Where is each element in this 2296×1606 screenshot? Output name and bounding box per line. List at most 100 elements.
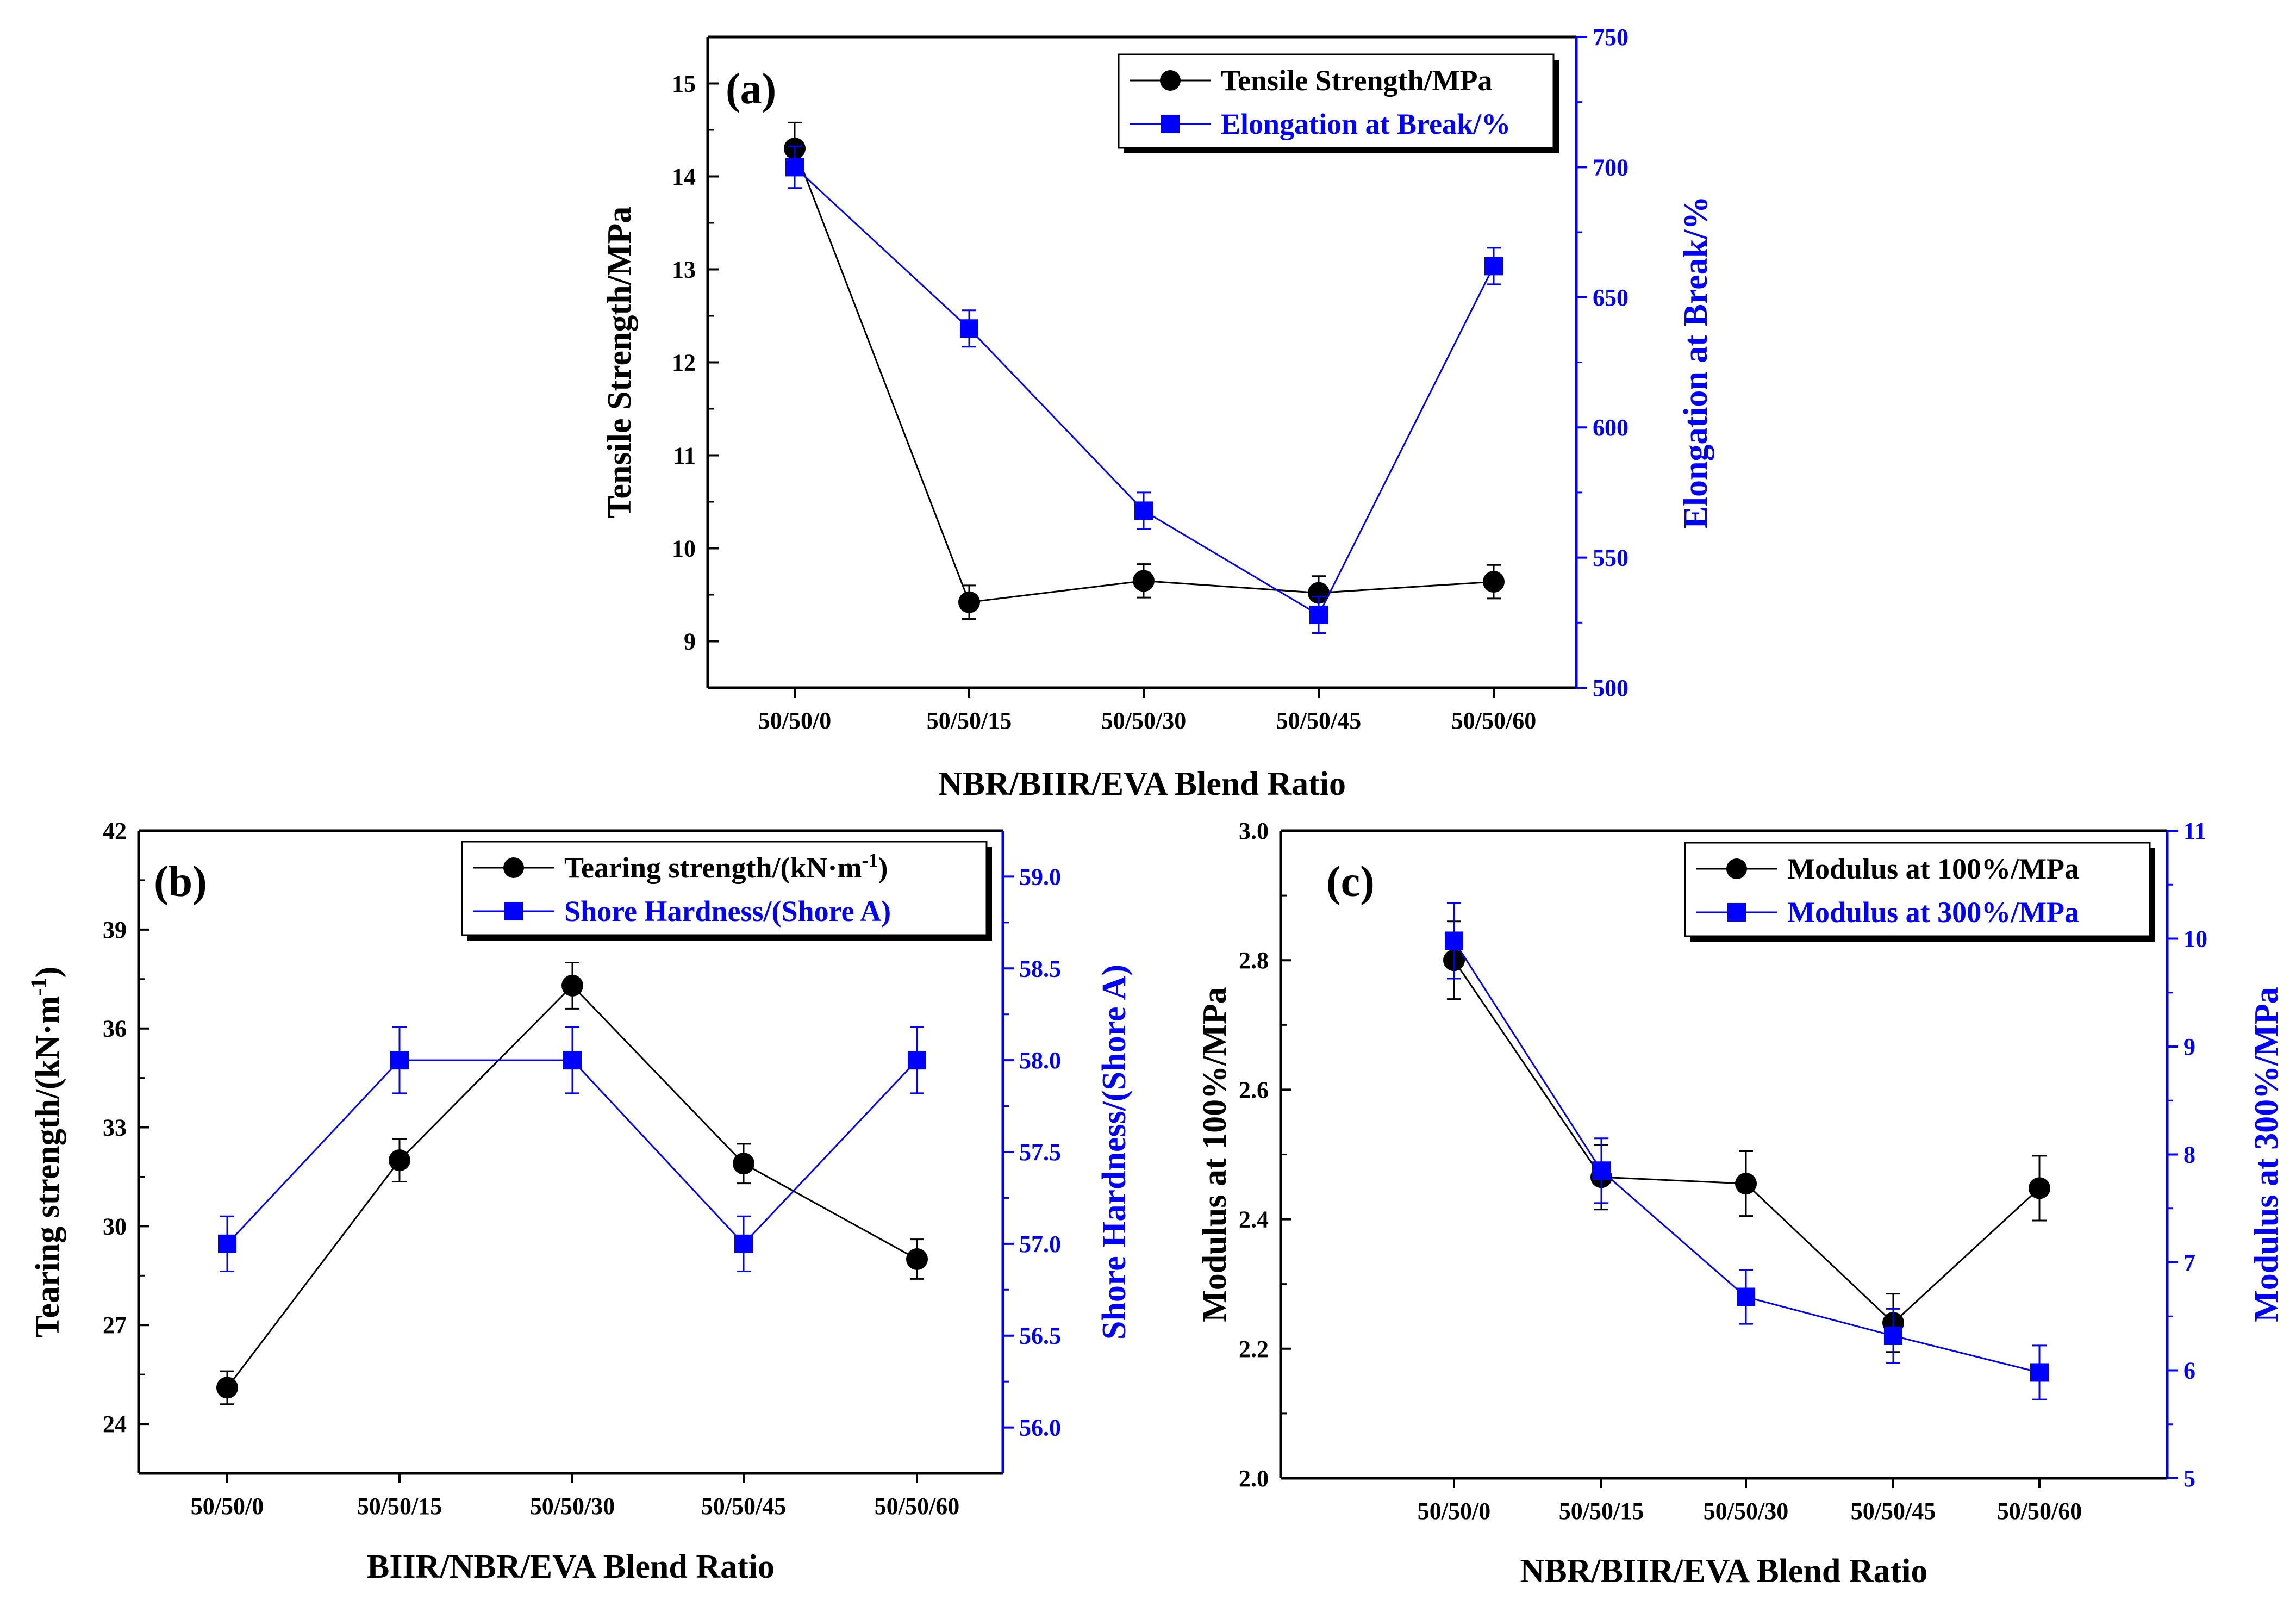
x-axis-title: BIIR/NBR/EVA Blend Ratio <box>367 1548 775 1585</box>
chart-panel-3: 2.0 2.2 2.4 2.6 2.8 3.0 5 6 7 8 9 10 11 50/50/0 50/50/… <box>1196 818 2285 1590</box>
left-axis-title: Modulus at 100%/MPa <box>1196 987 1233 1322</box>
right-tick-label: 650 <box>1593 284 1629 311</box>
x-tick-label: 50/50/60 <box>875 1493 959 1520</box>
chart-panel-1: 9 10 11 12 13 14 15 500 550 600 650 700 750 50/50/0 50… <box>601 24 1714 802</box>
left-tick-label: 3.0 <box>1239 818 1269 844</box>
left-tick-label: 27 <box>103 1312 127 1339</box>
legend-box <box>461 841 988 936</box>
right-tick-label: 59.0 <box>1019 863 1061 890</box>
left-tick-label: 15 <box>672 71 696 97</box>
series-1 <box>784 121 1505 620</box>
x-tick-label: 50/50/0 <box>1418 1498 1490 1524</box>
data-point <box>561 974 583 997</box>
left-tick-label: 24 <box>103 1411 127 1437</box>
series-2 <box>785 145 1503 634</box>
series-line <box>794 166 1495 617</box>
legend-marker <box>1160 70 1181 91</box>
right-axis-title: Elongation at Break/% <box>1677 196 1714 528</box>
left-tick-label: 39 <box>103 917 127 943</box>
data-point <box>785 158 804 177</box>
x-axis-title: NBR/BIIR/EVA Blend Ratio <box>938 765 1346 802</box>
data-point <box>958 591 980 613</box>
x-tick-label: 50/50/60 <box>1451 707 1536 734</box>
data-point <box>733 1153 754 1175</box>
legend-marker <box>1161 115 1180 133</box>
legend-marker <box>1726 858 1747 879</box>
x-tick-label: 50/50/15 <box>927 707 1012 734</box>
left-tick-label: 13 <box>672 257 696 283</box>
left-tick-label: 36 <box>103 1016 127 1042</box>
right-tick-label: 58.5 <box>1019 955 1061 982</box>
legend-label: Tensile Strength/MPa <box>1221 64 1493 97</box>
series-1 <box>216 961 928 1405</box>
left-axis-title: Tensile Strength/MPa <box>601 207 638 519</box>
data-point <box>216 1377 238 1399</box>
legend-label: Tearing strength/(kN·m-1) <box>564 849 888 884</box>
legend-label: Modulus at 100%/MPa <box>1787 852 2079 885</box>
legend: Modulus at 100%/MPa Modulus at 300%/MPa <box>1684 842 2155 942</box>
data-point <box>1134 501 1153 520</box>
legend-label: Elongation at Break/% <box>1221 108 1511 140</box>
right-tick-label: 56.0 <box>1019 1415 1061 1441</box>
right-tick-label: 5 <box>2183 1465 2195 1492</box>
left-tick-label: 2.2 <box>1239 1336 1269 1362</box>
data-point <box>1133 570 1155 592</box>
series-line <box>1453 960 2041 1324</box>
legend-box <box>1684 842 2151 937</box>
data-point <box>1309 605 1328 624</box>
chart-panel-2: 24 27 30 33 36 39 42 56.0 56.5 57.0 57.5 58.0 58.5 59… <box>26 818 1133 1585</box>
data-point <box>960 319 978 338</box>
x-tick-label: 50/50/30 <box>1704 1498 1788 1524</box>
x-tick-label: 50/50/30 <box>530 1493 615 1520</box>
data-point <box>2029 1177 2050 1199</box>
legend-marker <box>504 902 523 920</box>
x-tick-label: 50/50/0 <box>758 707 831 734</box>
right-tick-label: 11 <box>2183 818 2206 844</box>
left-tick-label: 33 <box>103 1115 127 1141</box>
x-tick-label: 50/50/60 <box>1997 1498 2082 1524</box>
data-point <box>1592 1161 1611 1180</box>
data-point <box>1735 1173 1757 1195</box>
legend-label: Shore Hardness/(Shore A) <box>564 895 891 928</box>
left-tick-label: 10 <box>672 536 696 562</box>
left-tick-label: 2.8 <box>1239 947 1269 974</box>
left-tick-label: 2.4 <box>1239 1206 1269 1233</box>
legend-label: Modulus at 300%/MPa <box>1787 896 2079 929</box>
x-tick-label: 50/50/45 <box>1276 707 1361 734</box>
legend-box <box>1118 53 1555 149</box>
right-tick-label: 600 <box>1593 414 1629 441</box>
right-tick-label: 550 <box>1593 545 1629 571</box>
right-tick-label: 500 <box>1593 675 1629 701</box>
series-line <box>794 148 1494 603</box>
data-point <box>908 1051 926 1070</box>
data-point <box>563 1051 582 1070</box>
series-2 <box>1445 902 2049 1400</box>
left-tick-label: 11 <box>673 443 696 469</box>
panel-label: (c) <box>1326 858 1375 906</box>
data-point <box>1884 1326 1902 1345</box>
right-tick-label: 10 <box>2183 926 2207 953</box>
data-point <box>1483 571 1505 593</box>
data-point <box>1737 1287 1755 1306</box>
panel-label: (a) <box>726 65 776 113</box>
x-tick-label: 50/50/45 <box>1851 1498 1936 1524</box>
data-point <box>1445 931 1463 950</box>
right-axis-title: Modulus at 300%/MPa <box>2248 987 2285 1322</box>
right-tick-label: 8 <box>2183 1142 2195 1168</box>
legend-marker <box>1727 903 1746 922</box>
data-point <box>218 1234 236 1253</box>
x-tick-label: 50/50/15 <box>357 1493 442 1520</box>
data-point <box>389 1149 410 1172</box>
right-tick-label: 9 <box>2183 1034 2195 1060</box>
data-point <box>1484 257 1503 276</box>
right-tick-label: 58.0 <box>1019 1047 1061 1074</box>
x-tick-label: 50/50/0 <box>191 1493 264 1520</box>
left-tick-label: 42 <box>103 818 127 844</box>
left-axis-title: Tearing strength/(kN·m-1) <box>26 967 66 1338</box>
legend-marker <box>503 857 524 878</box>
right-tick-label: 750 <box>1593 24 1629 51</box>
x-tick-label: 50/50/30 <box>1101 707 1186 734</box>
left-tick-label: 2.6 <box>1239 1076 1269 1103</box>
left-tick-label: 30 <box>103 1213 127 1240</box>
